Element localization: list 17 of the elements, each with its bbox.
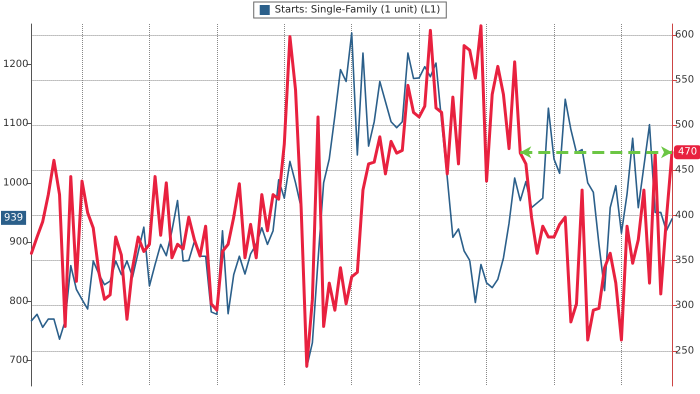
y-tick-label: 900 — [9, 236, 28, 248]
legend-label: Starts: Single-Family (1 unit) (L1) — [274, 4, 440, 16]
y-tick-label: 1000 — [2, 177, 28, 188]
y-tick-label: 1200 — [2, 58, 28, 70]
y2-tick-label: 500 — [675, 120, 694, 131]
y2-tick-label: 450 — [675, 164, 694, 176]
y-tick-label: 1100 — [2, 118, 28, 130]
y2-tick-label: 600 — [675, 29, 694, 40]
y2-tick-label: 400 — [675, 210, 694, 221]
y2-tick-label: 550 — [675, 74, 694, 86]
data-label: 470 — [678, 146, 698, 158]
y2-tick-label: 300 — [675, 300, 694, 312]
text: 939 — [4, 212, 24, 224]
y-tick-label: 800 — [9, 296, 28, 307]
y-tick-label: 700 — [9, 355, 28, 366]
y2-tick-label: 350 — [675, 255, 694, 266]
y2-tick-label: 250 — [675, 345, 694, 356]
